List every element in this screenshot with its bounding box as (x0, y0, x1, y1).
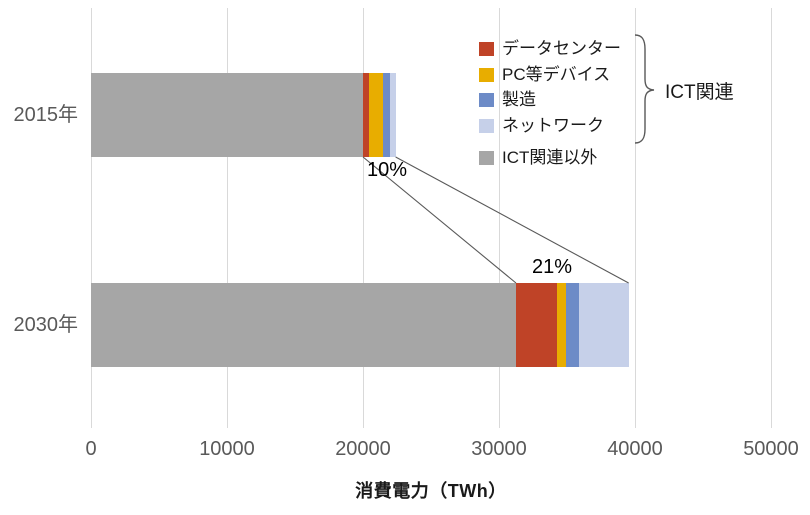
legend-item-label: 製造 (502, 90, 536, 110)
legend-item: ICT関連以外 (479, 147, 597, 169)
legend-item: 製造 (479, 89, 536, 111)
bar-segment-製造 (382, 73, 390, 157)
gridline (90, 8, 92, 428)
legend-swatch-icon (479, 67, 494, 82)
bar-segment-ICT関連以外 (91, 283, 516, 367)
bar-segment-PC等デバイス (556, 283, 567, 367)
bar-segment-データセンター (363, 73, 370, 157)
legend-swatch-icon (479, 93, 494, 108)
category-label: 2015年 (13, 104, 79, 126)
legend-group-label: ICT関連 (665, 82, 734, 103)
legend-item-label: ネットワーク (502, 116, 604, 136)
legend-swatch-icon (479, 151, 494, 165)
bar-segment-製造 (566, 283, 579, 367)
legend-item-label: データセンター (502, 39, 621, 58)
x-tick-label: 30000 (471, 438, 527, 460)
x-tick-label: 50000 (743, 438, 799, 460)
legend-item: ネットワーク (479, 115, 604, 137)
legend-swatch-icon (479, 42, 494, 56)
x-tick-label: 0 (85, 438, 97, 460)
gridline (226, 8, 228, 428)
x-tick-label: 40000 (607, 438, 663, 460)
x-tick-label: 20000 (335, 438, 391, 460)
legend-item-label: ICT関連以外 (502, 148, 598, 167)
bar-segment-ネットワーク (578, 283, 629, 367)
legend-item: データセンター (479, 38, 621, 60)
bar-segment-データセンター (516, 283, 557, 367)
category-label: 2030年 (13, 314, 79, 336)
x-tick-label: 10000 (199, 438, 255, 460)
legend-item: PC等デバイス (479, 64, 610, 86)
legend-swatch-icon (479, 119, 494, 134)
percent-label-2030年: 21% (532, 256, 573, 278)
bar-segment-PC等デバイス (369, 73, 383, 157)
gridline (634, 8, 636, 428)
legend-item-label: PC等デバイス (502, 64, 611, 84)
bar-segment-ICT関連以外 (91, 73, 363, 157)
x-axis-title: 消費電力（TWh） (355, 481, 507, 501)
bar-segment-ネットワーク (389, 73, 396, 157)
curly-brace-icon (634, 34, 655, 144)
gridline (770, 8, 772, 428)
percent-label-2015年: 10% (367, 159, 408, 181)
callout-line (395, 156, 629, 284)
